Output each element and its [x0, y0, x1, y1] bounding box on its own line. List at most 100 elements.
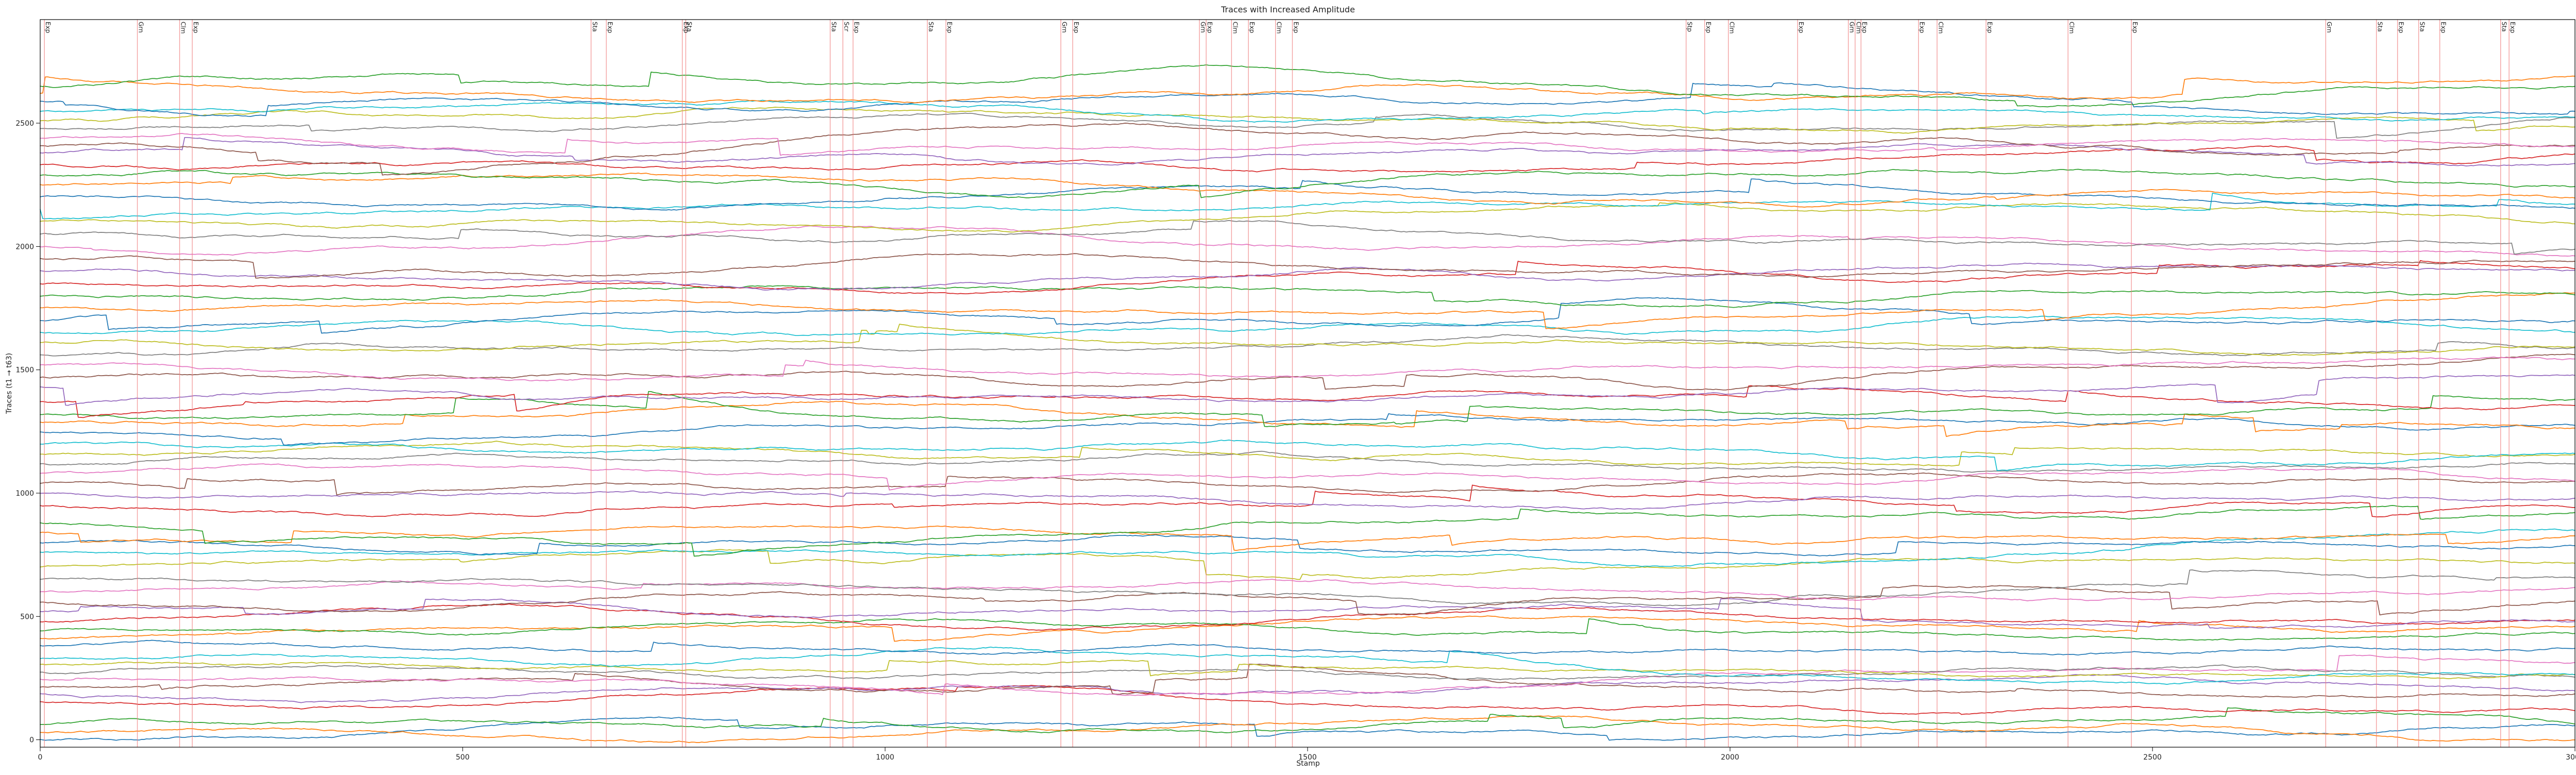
trace-line-37: [40, 356, 2575, 381]
trace-line-35: [40, 374, 2575, 406]
trace-line-3: [40, 707, 2575, 733]
annotation-label-11: Exp: [853, 22, 860, 33]
annotation-label-23: Exp: [1705, 22, 1712, 33]
trace-line-19: [40, 549, 2575, 580]
trace-line-40: [40, 315, 2575, 336]
trace-line-49: [40, 202, 2575, 233]
trace-line-43: [40, 285, 2575, 308]
y-tick-label-2: 500: [20, 613, 34, 621]
annotation-label-20: Clm: [1276, 22, 1283, 33]
trace-line-8: [40, 664, 2575, 680]
annotation-label-32: Clm: [2068, 22, 2075, 33]
trace-line-45: [40, 262, 2575, 291]
trace-line-13: [40, 618, 2575, 641]
annotation-label-6: Exp: [606, 22, 614, 33]
trace-line-10: [40, 646, 2575, 685]
trace-line-47: [40, 225, 2575, 257]
x-tick-label-4: 1500: [1298, 753, 1317, 762]
annotation-label-18: Clm: [1231, 22, 1239, 33]
trace-line-17: [40, 579, 2575, 601]
traces-layer: [40, 64, 2575, 743]
trace-line-29: [40, 441, 2575, 467]
trace-line-46: [40, 253, 2575, 279]
x-axis-label: Stamp: [1296, 760, 1320, 768]
trace-line-2: [40, 715, 2575, 743]
annotation-label-30: Clm: [1937, 22, 1944, 33]
annotation-label-39: Sta: [2501, 22, 2508, 32]
x-tick-label-3: 1000: [876, 753, 894, 762]
annotation-label-31: Exp: [1986, 22, 1993, 33]
trace-line-56: [40, 123, 2575, 176]
trace-line-50: [40, 192, 2575, 220]
annotation-label-22: Stp: [1686, 22, 1693, 32]
annotation-label-25: Exp: [1798, 22, 1805, 33]
annotation-label-21: Exp: [1293, 22, 1300, 33]
trace-line-15: [40, 598, 2575, 629]
annotation-label-8: Sta: [686, 22, 693, 32]
annotation-label-34: Grn: [2326, 22, 2333, 33]
trace-line-60: [40, 99, 2575, 123]
annotation-label-17: Exp: [1206, 22, 1213, 33]
trace-line-42: [40, 292, 2575, 329]
annotation-label-2: Grn: [138, 22, 145, 33]
annotation-label-16: Grn: [1199, 22, 1207, 33]
trace-line-62: [40, 75, 2575, 104]
trace-line-59: [40, 107, 2575, 134]
y-tick-label-6: 2500: [15, 120, 34, 128]
annotation-label-3: Clm: [180, 22, 187, 33]
trace-line-27: [40, 463, 2575, 491]
trace-line-63: [40, 64, 2575, 108]
x-tick-label-6: 2500: [2143, 753, 2162, 762]
trace-line-5: [40, 674, 2575, 703]
trace-line-26: [40, 473, 2575, 496]
x-axis: 0 500 1000 1500 2000 2500 3000: [38, 747, 2576, 762]
trace-line-41: [40, 297, 2575, 334]
annotation-label-9: Sta: [830, 22, 837, 32]
trace-line-18: [40, 569, 2575, 606]
annotation-label-5: Sta: [591, 22, 598, 32]
trace-line-21: [40, 534, 2575, 557]
annotation-lines-layer: [44, 20, 2510, 747]
trace-line-30: [40, 440, 2575, 471]
annotation-label-28: Exp: [1861, 22, 1868, 33]
trace-line-34: [40, 385, 2575, 418]
annotation-label-1: Exp: [44, 22, 52, 33]
trace-line-32: [40, 400, 2575, 437]
annotation-label-10: Scr: [843, 22, 850, 31]
x-tick-label-5: 2000: [1721, 753, 1739, 762]
trace-line-57: [40, 133, 2575, 156]
annotation-label-24: Clm: [1728, 22, 1736, 33]
annotation-label-37: Sta: [2419, 22, 2426, 32]
annotation-label-19: Exp: [1248, 22, 1256, 33]
trace-line-25: [40, 490, 2575, 510]
y-tick-label-4: 1500: [15, 366, 34, 375]
annotation-label-26: Grn: [1849, 22, 1856, 33]
annotation-label-29: Exp: [1919, 22, 1926, 33]
annotation-label-40: Exp: [2509, 22, 2516, 33]
annotation-label-7: Exp: [682, 22, 689, 33]
annotation-label-33: Exp: [2131, 22, 2139, 33]
trace-line-14: [40, 603, 2575, 631]
trace-line-20: [40, 528, 2575, 567]
trace-line-24: [40, 484, 2575, 517]
annotation-label-4: Exp: [192, 22, 199, 33]
trace-line-16: [40, 585, 2575, 616]
trace-line-54: [40, 145, 2575, 173]
trace-line-9: [40, 660, 2575, 679]
annotation-label-27: Clm: [1855, 22, 1862, 33]
trace-line-23: [40, 505, 2575, 557]
y-axis-label: Traces (t1 → t63): [5, 353, 13, 414]
annotation-label-38: Exp: [2440, 22, 2447, 33]
y-tick-label-1: 0: [29, 736, 34, 745]
trace-line-22: [40, 525, 2575, 551]
trace-line-38: [40, 334, 2575, 357]
trace-line-36: [40, 353, 2575, 391]
trace-line-31: [40, 413, 2575, 446]
trace-line-51: [40, 178, 2575, 211]
y-axis: 0 500 1000 1500 2000 2500: [15, 120, 40, 745]
x-tick-label-1: 0: [38, 753, 43, 762]
annotation-label-13: Exp: [946, 22, 953, 33]
annotation-label-12: Sta: [927, 22, 935, 32]
